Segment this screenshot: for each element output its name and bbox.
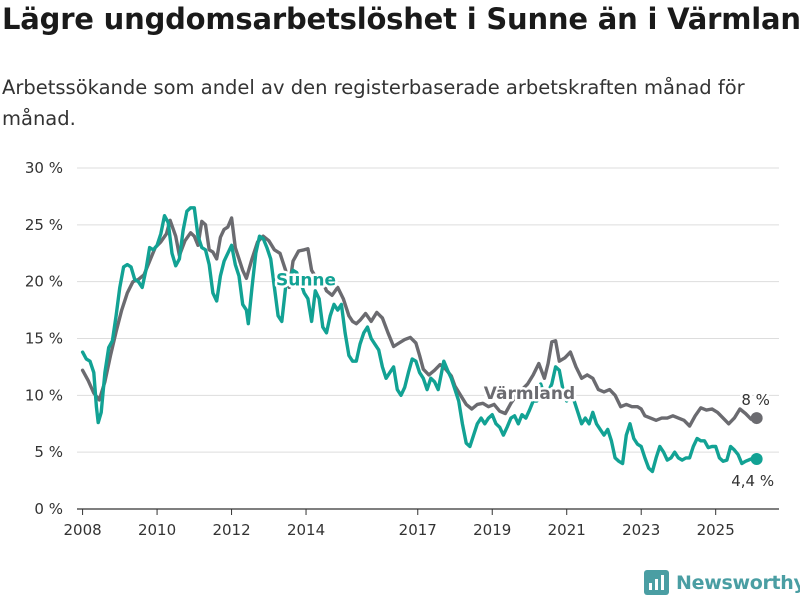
x-axis: 2008 2010 2012 2014 2017 2019 2021 2023 2025 — [63, 509, 735, 539]
x-tick-label: 2023 — [622, 521, 660, 539]
chart-subtitle: Arbetssökande som andel av den registerb… — [2, 76, 745, 130]
x-tick-label: 2008 — [63, 521, 101, 539]
x-tick-label: 2010 — [138, 521, 176, 539]
x-tick-label: 2021 — [548, 521, 586, 539]
chart-title: Lägre ungdomsarbetslöshet i Sunne än i V… — [2, 2, 800, 36]
series-label-sunne-halo: Sunne — [276, 270, 336, 290]
x-tick-label: 2025 — [697, 521, 735, 539]
series-line-v-rmland — [80, 216, 759, 428]
y-tick-label: 20 % — [25, 273, 63, 291]
y-axis: 0 % 5 % 10 % 15 % 20 % 25 % 30 % — [25, 159, 63, 518]
series-line-sunne — [80, 206, 759, 474]
end-value-label-varmland-halo: 8 % — [741, 391, 770, 409]
series-label-sunne: Sunne — [276, 270, 336, 290]
newsworthy-logo: Newsworthy — [644, 570, 800, 595]
series-label-varmland: Värmland — [484, 384, 575, 404]
grid-lines — [77, 167, 779, 510]
end-point-sunne — [750, 452, 763, 465]
x-tick-label: 2012 — [212, 521, 250, 539]
end-point-v-rmland — [750, 412, 763, 425]
series-lines — [80, 206, 763, 474]
x-tick-label: 2017 — [399, 521, 437, 539]
x-tick-label: 2014 — [287, 521, 325, 539]
end-value-label-sunne: 4,4 % — [731, 472, 774, 490]
newsworthy-logo-text: Newsworthy — [676, 571, 800, 594]
y-tick-label: 15 % — [25, 330, 63, 348]
y-tick-label: 25 % — [25, 216, 63, 234]
end-value-label-varmland: 8 % — [741, 391, 770, 409]
x-tick-label: 2019 — [473, 521, 511, 539]
series-label-varmland-halo: Värmland — [484, 384, 575, 404]
y-tick-label: 10 % — [25, 386, 63, 404]
y-tick-label: 5 % — [34, 443, 63, 461]
y-tick-label: 30 % — [25, 159, 63, 177]
y-tick-label: 0 % — [34, 500, 63, 518]
end-value-label-sunne-halo: 4,4 % — [731, 472, 774, 490]
newsworthy-logo-icon — [644, 570, 669, 595]
